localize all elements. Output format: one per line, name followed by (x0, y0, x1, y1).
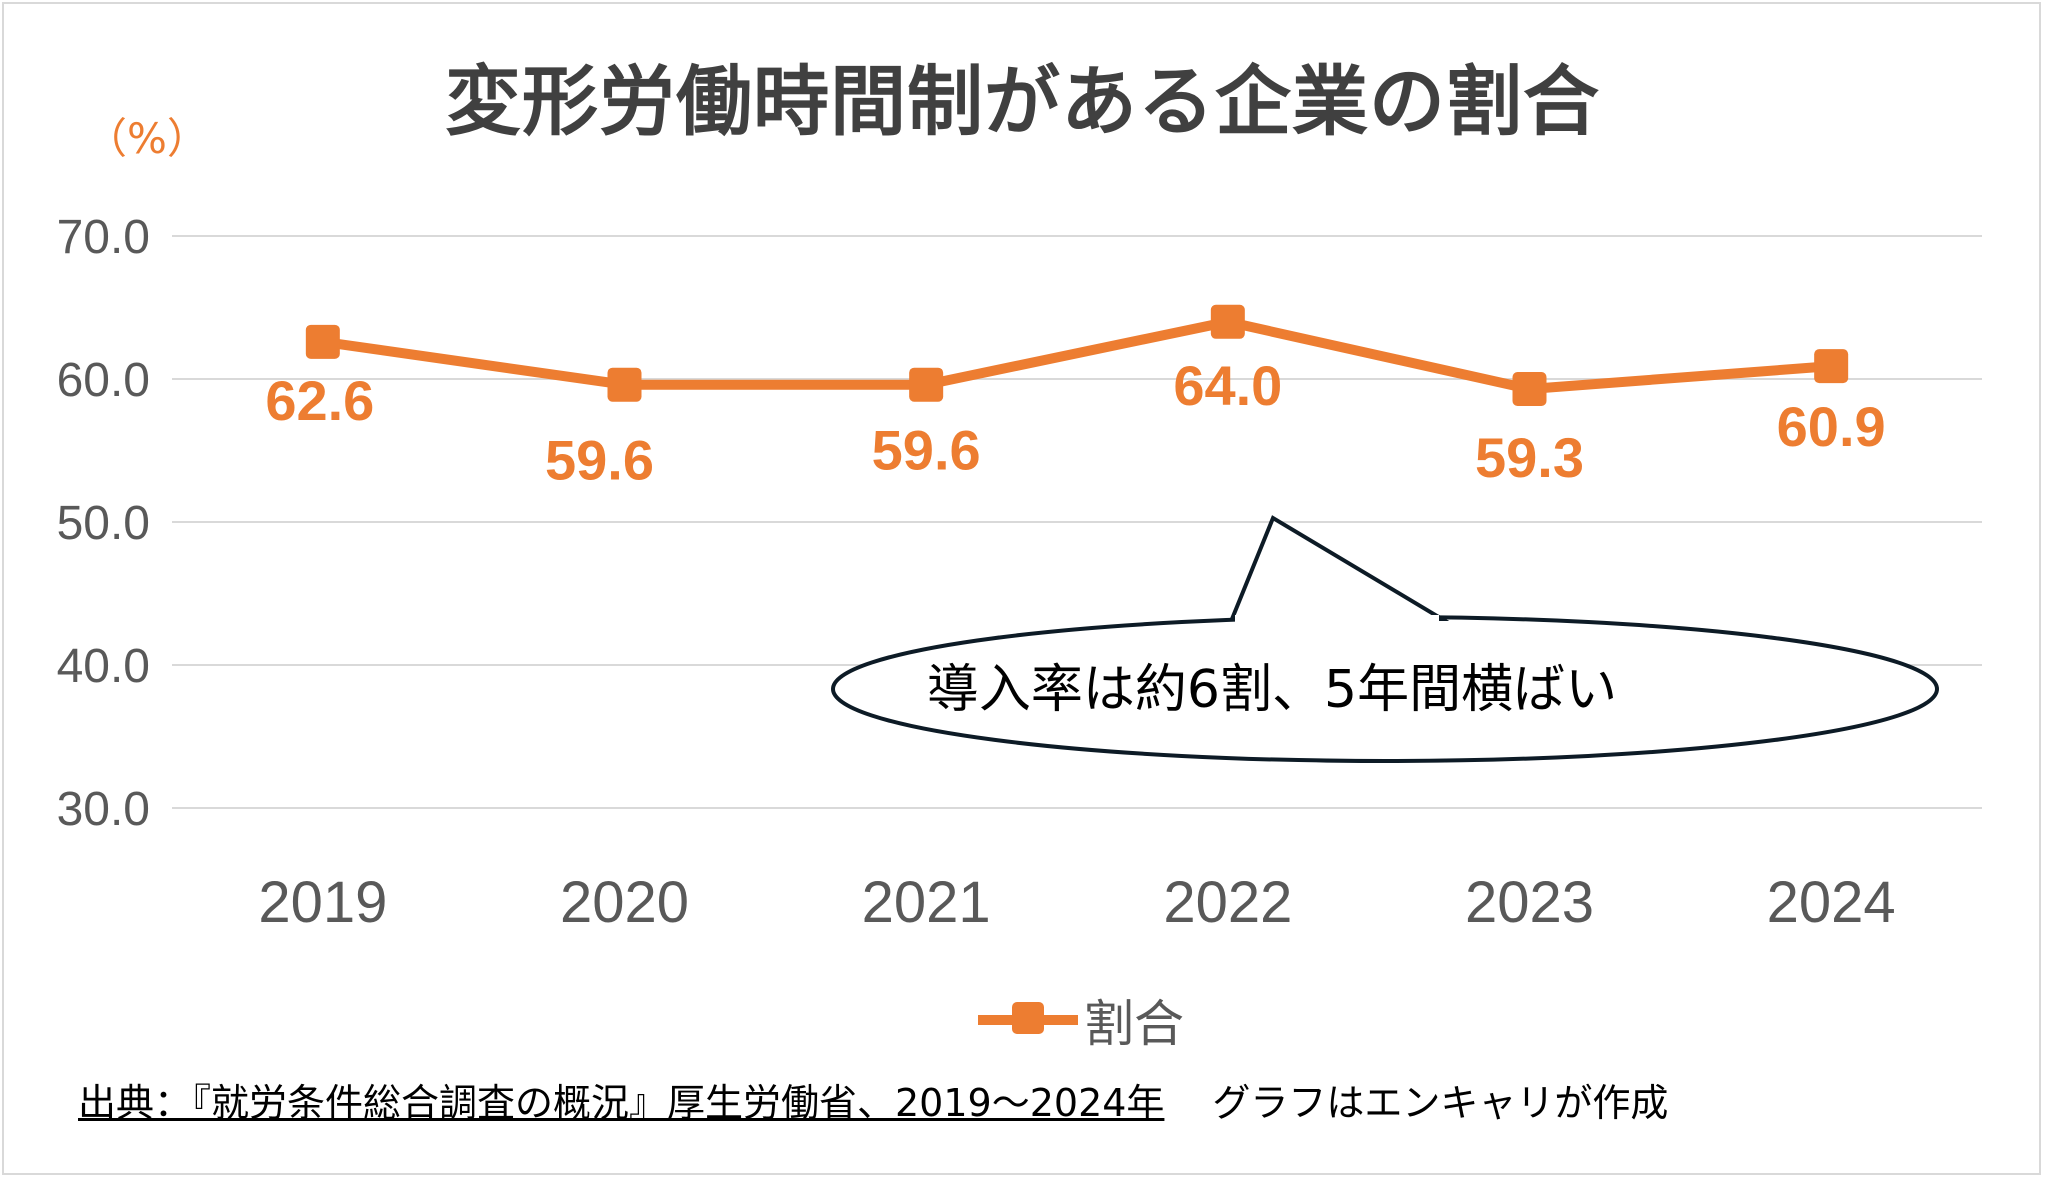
y-axis-ticks: 70.0 60.0 50.0 40.0 30.0 (57, 211, 150, 836)
callout-text: 導入率は約6割、5年間横ばい (927, 660, 1617, 720)
legend-label: 割合 (1084, 995, 1184, 1053)
x-tick-label: 2024 (1767, 870, 1896, 935)
data-label: 59.6 (545, 429, 654, 492)
x-tick-label: 2020 (560, 870, 689, 935)
x-tick-label: 2022 (1163, 870, 1292, 935)
x-axis-ticks: 2019 2020 2021 2022 2023 2024 (258, 870, 1895, 935)
data-label: 59.6 (872, 419, 981, 482)
annotation-callout: 導入率は約6割、5年間横ばい (831, 515, 1939, 763)
data-label: 62.6 (265, 369, 374, 432)
data-point (305, 324, 340, 359)
chart-title: 変形労働時間制がある企業の割合 (445, 57, 1600, 146)
data-point (607, 367, 642, 402)
x-tick-label: 2023 (1465, 870, 1594, 935)
y-tick-label: 50.0 (57, 497, 150, 550)
y-tick-label: 60.0 (57, 354, 150, 407)
y-tick-label: 40.0 (57, 640, 150, 693)
x-tick-label: 2019 (258, 870, 387, 935)
graph-credit: グラフはエンキャリが作成 (1212, 1081, 1669, 1125)
source-citation: 出典：『就労条件総合調査の概況』厚生労働省、2019〜2024年 (78, 1081, 1165, 1125)
y-tick-label: 70.0 (57, 211, 150, 264)
legend-line-marker (978, 1002, 1078, 1034)
data-label: 59.3 (1475, 426, 1584, 489)
legend: 割合 (978, 990, 1184, 1053)
data-label: 64.0 (1173, 354, 1282, 417)
data-point (1512, 372, 1547, 407)
callout-pointer (1229, 515, 1450, 621)
y-tick-label: 30.0 (57, 783, 150, 836)
series-割合 (305, 304, 1849, 407)
series-line (317, 316, 1837, 395)
data-point (909, 367, 944, 402)
data-point (1814, 349, 1849, 384)
y-axis-unit: （%） (85, 114, 209, 163)
footer: 出典：『就労条件総合調査の概況』厚生労働省、2019〜2024年 グラフはエンキャ… (78, 1072, 1668, 1127)
data-label: 60.9 (1777, 395, 1886, 458)
data-labels: 62.6 59.6 59.6 64.0 59.3 60.9 (265, 354, 1885, 492)
data-point (1210, 304, 1245, 339)
x-tick-label: 2021 (862, 870, 991, 935)
